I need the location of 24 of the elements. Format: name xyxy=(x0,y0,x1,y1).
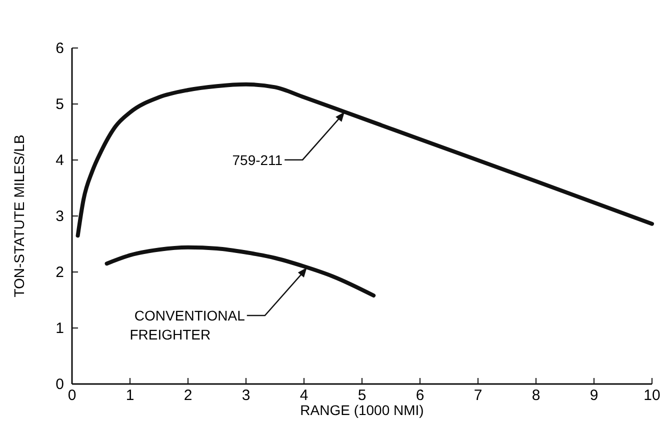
x-tick-label: 6 xyxy=(416,387,424,404)
y-tick-label: 6 xyxy=(56,40,64,57)
x-tick-label: 10 xyxy=(644,387,660,404)
x-tick-label: 7 xyxy=(474,387,482,404)
y-tick-label: 2 xyxy=(56,264,64,281)
x-tick-label: 2 xyxy=(184,387,192,404)
x-tick-label: 4 xyxy=(300,387,308,404)
y-tick-label: 4 xyxy=(56,152,64,169)
x-tick-label: 5 xyxy=(358,387,366,404)
y-tick-label: 3 xyxy=(56,208,64,225)
line-series xyxy=(104,245,376,298)
line-series xyxy=(76,82,654,238)
x-axis-title: RANGE (1000 NMI) xyxy=(300,402,424,418)
annotation: 759-211 xyxy=(232,152,283,168)
y-tick-label: 1 xyxy=(56,320,64,337)
y-tick-label: 5 xyxy=(56,96,64,113)
x-tick-label: 8 xyxy=(532,387,540,404)
x-tick-label: 1 xyxy=(126,387,134,404)
y-tick-label: 0 xyxy=(56,376,64,393)
x-tick-label: 9 xyxy=(590,387,598,404)
x-tick-label: 0 xyxy=(68,387,76,404)
annotation: CONVENTIONAL FREIGHTER xyxy=(130,308,246,343)
y-axis-title: TON-STATUTE MILES/LB xyxy=(11,134,27,298)
x-tick-label: 3 xyxy=(242,387,250,404)
